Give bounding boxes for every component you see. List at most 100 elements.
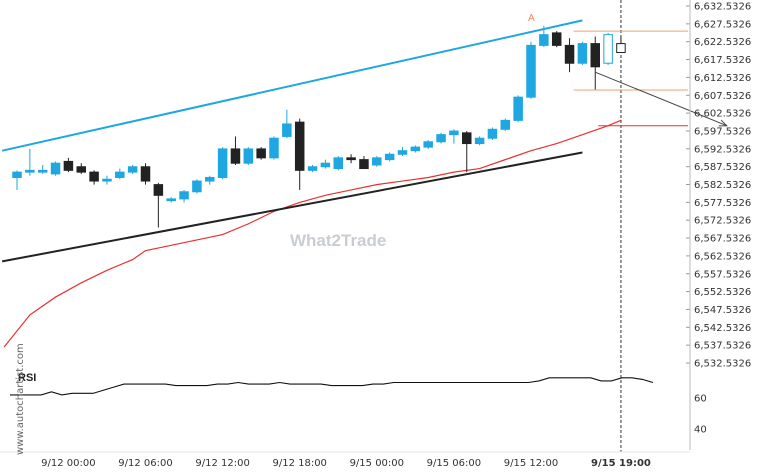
candle <box>25 148 35 176</box>
price-tick-label: 6,607.5326 <box>694 91 751 102</box>
candle-body <box>50 162 61 175</box>
candle <box>616 36 626 54</box>
candle-body <box>449 130 459 136</box>
moving-average-layer <box>3 119 622 348</box>
rsi-panel: RSI 60 40 <box>10 372 707 436</box>
moving-average-line <box>3 119 622 348</box>
candle <box>539 25 549 48</box>
target-levels-layer <box>573 30 728 127</box>
price-tick-label: 6,627.5326 <box>694 19 751 30</box>
price-tick-label: 6,542.5326 <box>694 323 751 334</box>
candle-layer <box>12 25 626 228</box>
price-tick-label: 6,557.5326 <box>694 269 751 280</box>
candle <box>166 197 176 203</box>
side-watermark-text: www.autochartist.com <box>15 343 26 455</box>
candle-body <box>76 166 86 173</box>
time-tick-label: 9/15 00:00 <box>350 458 404 469</box>
candle-body <box>410 146 421 152</box>
time-tick-label: 9/12 06:00 <box>118 458 172 469</box>
price-tick-label: 6,532.5326 <box>694 359 751 370</box>
candle <box>63 157 74 173</box>
candle-body <box>320 162 331 168</box>
candle <box>551 31 562 48</box>
rsi-line <box>10 377 654 396</box>
time-tick-label: 9/15 06:00 <box>427 458 481 469</box>
candle-body <box>63 160 74 171</box>
forecast-arrow-line <box>595 71 727 127</box>
candle-body <box>577 43 588 64</box>
candle-body <box>333 157 343 170</box>
candle-body <box>25 169 35 173</box>
price-tick-label: 6,577.5326 <box>694 198 751 209</box>
price-axis: 6,632.5326 6,627.5326 6,622.5326 6,617.5326… <box>686 0 751 450</box>
candle-body <box>436 134 446 143</box>
candle <box>449 129 459 144</box>
candle-body <box>127 166 138 173</box>
time-tick-label: 9/12 18:00 <box>272 458 326 469</box>
candle <box>179 189 189 203</box>
price-tick-label: 6,592.5326 <box>694 144 751 155</box>
candle-body <box>397 150 408 155</box>
rsi-tick-label: 60 <box>694 394 707 405</box>
pattern-marker-label: A <box>528 13 535 24</box>
candle-body <box>166 198 176 202</box>
candle-body <box>500 119 511 130</box>
price-tick-label: 6,612.5326 <box>694 73 751 84</box>
candle <box>115 168 125 180</box>
price-tick-label: 6,572.5326 <box>694 216 751 227</box>
candle <box>153 182 164 228</box>
candle-body <box>256 148 266 159</box>
candle <box>397 147 408 157</box>
candle-body <box>526 44 536 98</box>
candle-body <box>12 171 22 178</box>
candle-body <box>115 171 125 178</box>
candle <box>462 131 472 173</box>
candle <box>102 175 112 185</box>
candle <box>282 109 292 139</box>
candle-body <box>359 159 369 170</box>
channel-upper-line <box>1 19 583 152</box>
candle-body <box>564 44 575 64</box>
candle-body <box>551 32 562 46</box>
price-tick-label: 6,602.5326 <box>694 109 751 120</box>
price-tick-label: 6,537.5326 <box>694 341 751 352</box>
candle <box>37 164 48 174</box>
candle <box>205 175 215 185</box>
candle-body <box>539 34 549 46</box>
candle-body <box>346 157 356 161</box>
candle <box>294 118 305 190</box>
candle-body <box>384 153 395 161</box>
price-tick-label: 6,547.5326 <box>694 305 751 316</box>
price-tick-label: 6,567.5326 <box>694 234 751 245</box>
time-tick-label: 9/12 12:00 <box>195 458 249 469</box>
candle <box>513 95 523 123</box>
candle <box>307 164 318 173</box>
candle <box>346 154 356 164</box>
candle <box>487 127 498 140</box>
candle <box>127 164 138 174</box>
candle-body <box>179 191 189 200</box>
candle <box>12 170 22 190</box>
candle <box>564 38 575 73</box>
channel-lower-line <box>1 151 583 263</box>
rsi-title: RSI <box>18 372 36 384</box>
candle <box>89 170 99 185</box>
candle <box>590 36 600 91</box>
candle-body <box>307 166 318 171</box>
candle <box>372 156 382 167</box>
candle <box>76 163 86 174</box>
candle <box>577 41 588 66</box>
candle-body <box>37 169 48 173</box>
candle <box>256 147 266 160</box>
time-tick-label: 9/15 12:00 <box>504 458 558 469</box>
candle <box>500 118 511 132</box>
candle-body <box>243 148 254 164</box>
price-tick-label: 6,552.5326 <box>694 287 751 298</box>
candle <box>192 179 202 194</box>
candle-body <box>423 141 433 148</box>
candle-body <box>474 137 485 145</box>
price-tick-label: 6,622.5326 <box>694 37 751 48</box>
candle <box>603 32 613 66</box>
candle <box>474 136 485 146</box>
candle-body <box>372 157 382 166</box>
